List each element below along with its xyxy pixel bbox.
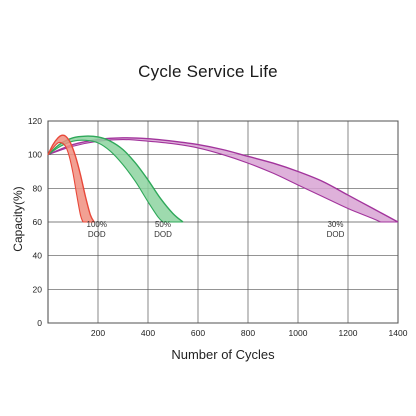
x-tick-label: 1200 <box>339 328 358 338</box>
upper-curve-50-dod <box>47 135 184 223</box>
y-tick-label: 60 <box>33 217 43 227</box>
x-tick-label: 200 <box>91 328 105 338</box>
chart-title: Cycle Service Life <box>138 62 278 81</box>
x-tick-label: 600 <box>191 328 205 338</box>
y-axis-label: Capacity(%) <box>11 186 25 252</box>
x-axis-label: Number of Cycles <box>171 347 275 362</box>
series-label-30-dod: 30% <box>327 220 343 229</box>
y-tick-label: 20 <box>33 284 43 294</box>
series-label-100-dod: 100% <box>87 220 107 229</box>
y-tick-label: 100 <box>28 150 42 160</box>
y-tick-label: 80 <box>33 183 43 193</box>
upper-curve-100-dod <box>47 134 95 223</box>
y-tick-label: 0 <box>37 318 42 328</box>
x-tick-label: 400 <box>141 328 155 338</box>
series-label-50-dod: DOD <box>154 230 172 239</box>
y-tick-label: 120 <box>28 116 42 126</box>
x-tick-label: 800 <box>241 328 255 338</box>
lower-curve-100-dod <box>47 141 84 223</box>
band-50-dod <box>48 136 183 222</box>
y-tick-label: 40 <box>33 251 43 261</box>
series-label-30-dod: DOD <box>327 230 345 239</box>
band-100-dod <box>48 135 95 222</box>
series-label-50-dod: 50% <box>155 220 171 229</box>
series-label-100-dod: DOD <box>88 230 106 239</box>
x-tick-label: 1000 <box>289 328 308 338</box>
x-tick-label: 1400 <box>389 328 408 338</box>
